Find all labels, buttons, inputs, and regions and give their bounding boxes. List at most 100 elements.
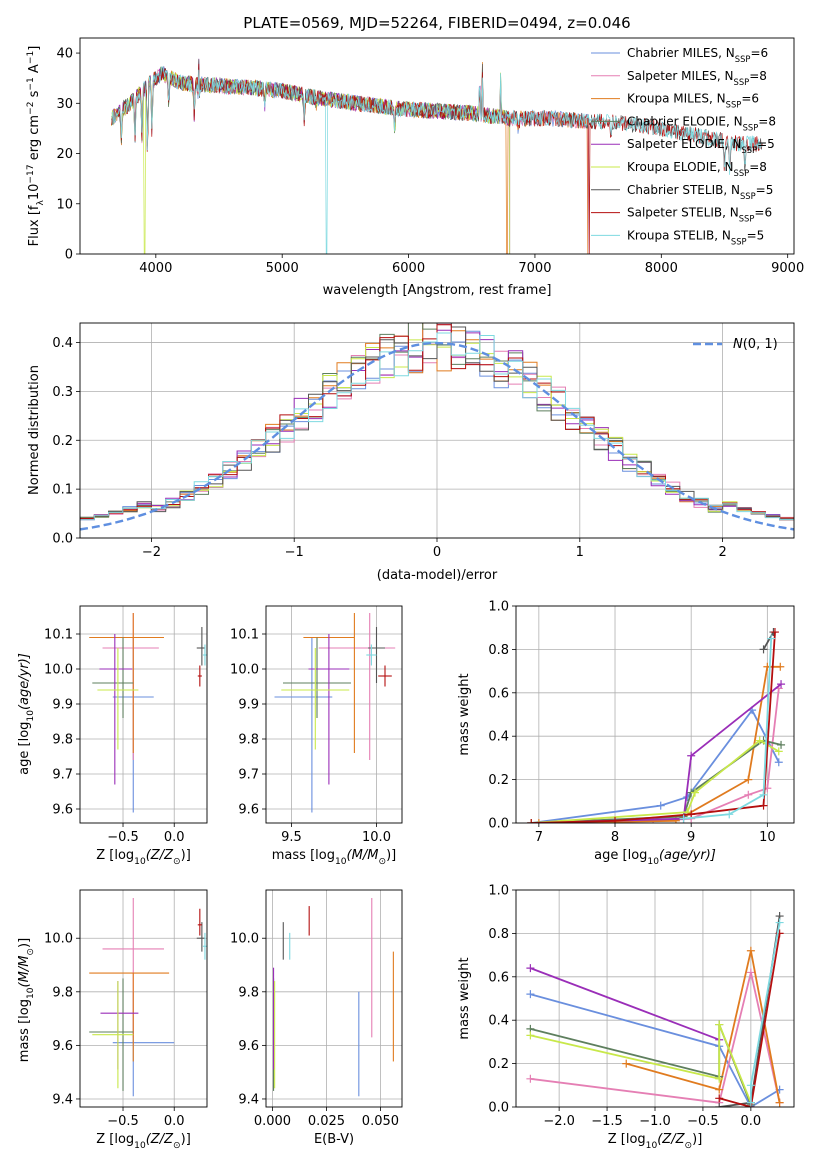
plot-area — [80, 323, 794, 538]
plot-area — [527, 628, 786, 823]
y-tick-label: 0.0 — [52, 532, 73, 547]
plot-area — [89, 613, 207, 813]
legend-label: Salpeter MILES, NSSP=8 — [627, 69, 767, 87]
weight-marker — [611, 816, 620, 823]
weight-marker — [744, 790, 753, 799]
y-tick-label: 0.2 — [488, 1057, 509, 1072]
x-axis-label: E(B-V) — [314, 1132, 354, 1147]
y-tick-label: 0.0 — [488, 817, 509, 832]
x-tick-label: 1 — [576, 545, 584, 560]
y-tick-label: 9.7 — [52, 768, 73, 783]
x-axis-label: Z [log10(Z/Z⊙)] — [608, 1132, 703, 1151]
legend-label: N(0, 1) — [733, 337, 778, 352]
weight-marker — [746, 968, 755, 977]
weight-marker — [746, 1098, 755, 1107]
y-tick-label: 10.1 — [230, 628, 259, 643]
legend-label: Kroupa MILES, NSSP=6 — [627, 92, 759, 110]
x-axis-label: Z [log10(Z/Z⊙)] — [96, 1132, 191, 1151]
x-tick-label: −2 — [142, 545, 161, 560]
x-tick-label: 0.0 — [164, 830, 185, 845]
weight-line — [719, 915, 781, 1107]
y-axis-label: mass [log10(M/M⊙)] — [17, 938, 36, 1062]
axes-frame — [79, 37, 795, 255]
y-tick-label: 9.9 — [238, 698, 259, 713]
weight-marker — [526, 990, 535, 999]
weight-marker — [767, 634, 776, 643]
weight-marker — [774, 758, 783, 767]
y-tick-label: 9.6 — [52, 803, 73, 818]
y-tick-label: 9.6 — [52, 1039, 73, 1054]
spectrum-line — [111, 65, 763, 254]
x-tick-label: 0.0 — [164, 1114, 185, 1129]
y-axis-label: Normed distribution — [27, 365, 42, 495]
weight-marker — [687, 810, 696, 819]
y-tick-label: 9.8 — [238, 985, 259, 1000]
x-tick-label: −1 — [285, 545, 304, 560]
weight-marker — [770, 628, 779, 637]
weight-line — [531, 708, 780, 823]
plot-area — [89, 898, 207, 1097]
y-tick-label: 9.8 — [52, 985, 73, 1000]
y-tick-label: 0.2 — [488, 773, 509, 788]
weight-marker — [527, 819, 536, 823]
x-tick-label: −0.5 — [107, 1114, 139, 1129]
legend-label: Kroupa ELODIE, NSSP=8 — [627, 160, 767, 178]
x-axis-label: age [log10(age/yr)] — [594, 848, 716, 867]
weight-marker — [526, 1031, 535, 1040]
weight-marker — [715, 1020, 724, 1029]
plot-area — [273, 898, 394, 1097]
axes-frame — [515, 889, 795, 1108]
y-tick-label: 0.2 — [52, 434, 73, 449]
x-tick-label: 6000 — [392, 261, 425, 276]
x-tick-label: −1.5 — [591, 1114, 623, 1129]
axes-frame — [265, 889, 403, 1108]
y-tick-label: 9.7 — [238, 768, 259, 783]
plot-area — [111, 58, 763, 254]
weight-marker — [755, 736, 764, 745]
axes-massweight-vs-age: 7 8 9 10 0.0 0.2 0.4 0.6 0.8 1.0 age [log10(age/yr… — [457, 600, 795, 867]
y-tick-label: 9.6 — [238, 1039, 259, 1054]
x-tick-label: −1.0 — [639, 1114, 671, 1129]
weight-marker — [775, 1098, 784, 1107]
x-tick-label: 9000 — [771, 261, 804, 276]
weight-marker — [690, 788, 699, 797]
y-tick-label: 9.9 — [52, 698, 73, 713]
legend-label: Chabrier MILES, NSSP=6 — [627, 46, 768, 64]
x-tick-label: 5000 — [266, 261, 299, 276]
y-tick-label: 10.0 — [230, 932, 259, 947]
x-tick-label: −0.5 — [687, 1114, 719, 1129]
x-tick-label: −2.0 — [543, 1114, 575, 1129]
x-tick-label: 8 — [611, 830, 619, 845]
weight-line — [538, 665, 781, 823]
plot-area — [526, 912, 784, 1107]
plot-area — [274, 613, 396, 813]
y-tick-label: 0.6 — [488, 970, 509, 985]
weight-line — [530, 972, 781, 1104]
legend-label: Chabrier ELODIE, NSSP=8 — [627, 114, 776, 132]
x-tick-label: 0.000 — [254, 1114, 291, 1129]
x-axis-label: wavelength [Angstrom, rest frame] — [323, 283, 552, 298]
y-tick-label: 1.0 — [488, 884, 509, 899]
axes-spectrum: 4000 5000 6000 7000 8000 9000 0 10 20 30 40 Chabrie… — [26, 37, 804, 298]
weight-marker — [526, 964, 535, 973]
weight-line — [530, 967, 720, 1041]
weight-marker — [679, 814, 688, 823]
x-tick-label: 0 — [433, 545, 441, 560]
weight-marker — [759, 790, 768, 799]
axes-mass-vs-Z: −0.5 0.0 9.4 9.6 9.8 10.0 Z [log10(Z/Z⊙)] mass … — [17, 889, 208, 1151]
weight-marker — [725, 810, 734, 819]
y-tick-label: 0.6 — [488, 686, 509, 701]
normal-curve — [80, 341, 794, 531]
axes-frame — [79, 889, 208, 1108]
weight-line — [683, 638, 773, 820]
weight-line — [530, 1024, 752, 1104]
weight-line — [718, 933, 781, 1107]
x-tick-label: 0.050 — [362, 1114, 399, 1129]
axes-frame — [79, 605, 208, 824]
weight-line — [625, 950, 781, 1103]
weight-marker — [526, 1074, 535, 1083]
y-tick-label: 10 — [56, 197, 73, 212]
legend-label: Kroupa STELIB, NSSP=5 — [627, 228, 764, 246]
weight-line — [531, 739, 780, 823]
weight-marker — [774, 747, 783, 756]
